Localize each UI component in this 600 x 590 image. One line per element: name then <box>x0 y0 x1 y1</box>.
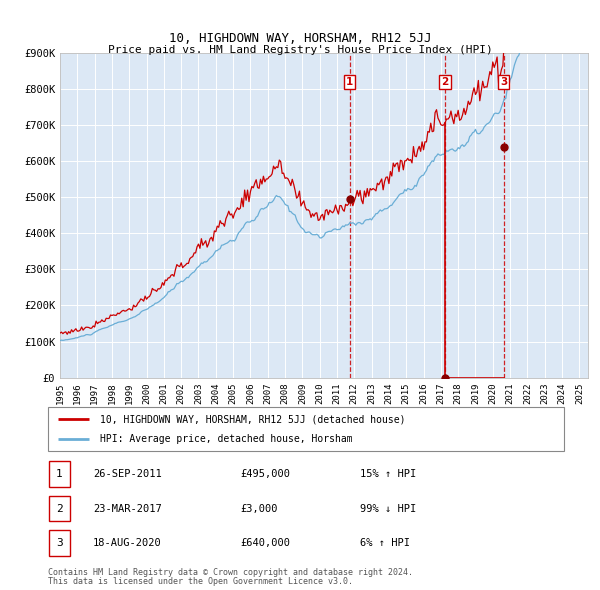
Text: HPI: Average price, detached house, Horsham: HPI: Average price, detached house, Hors… <box>100 434 352 444</box>
Text: This data is licensed under the Open Government Licence v3.0.: This data is licensed under the Open Gov… <box>48 577 353 586</box>
FancyBboxPatch shape <box>49 530 70 556</box>
Text: 6% ↑ HPI: 6% ↑ HPI <box>360 538 410 548</box>
Text: 26-SEP-2011: 26-SEP-2011 <box>93 470 162 479</box>
Text: 2: 2 <box>441 77 448 87</box>
Text: £640,000: £640,000 <box>240 538 290 548</box>
Text: 99% ↓ HPI: 99% ↓ HPI <box>360 504 416 513</box>
Text: 15% ↑ HPI: 15% ↑ HPI <box>360 470 416 479</box>
Text: 18-AUG-2020: 18-AUG-2020 <box>93 538 162 548</box>
Text: £3,000: £3,000 <box>240 504 277 513</box>
Text: Price paid vs. HM Land Registry's House Price Index (HPI): Price paid vs. HM Land Registry's House … <box>107 45 493 55</box>
Text: 10, HIGHDOWN WAY, HORSHAM, RH12 5JJ (detached house): 10, HIGHDOWN WAY, HORSHAM, RH12 5JJ (det… <box>100 414 405 424</box>
Text: Contains HM Land Registry data © Crown copyright and database right 2024.: Contains HM Land Registry data © Crown c… <box>48 568 413 577</box>
Text: 2: 2 <box>56 504 63 513</box>
Text: 1: 1 <box>346 77 353 87</box>
Text: 3: 3 <box>56 538 63 548</box>
Text: 10, HIGHDOWN WAY, HORSHAM, RH12 5JJ: 10, HIGHDOWN WAY, HORSHAM, RH12 5JJ <box>169 32 431 45</box>
Text: 1: 1 <box>56 470 63 479</box>
Text: 3: 3 <box>500 77 508 87</box>
Text: 23-MAR-2017: 23-MAR-2017 <box>93 504 162 513</box>
FancyBboxPatch shape <box>49 461 70 487</box>
Text: £495,000: £495,000 <box>240 470 290 479</box>
FancyBboxPatch shape <box>48 407 564 451</box>
FancyBboxPatch shape <box>49 496 70 522</box>
